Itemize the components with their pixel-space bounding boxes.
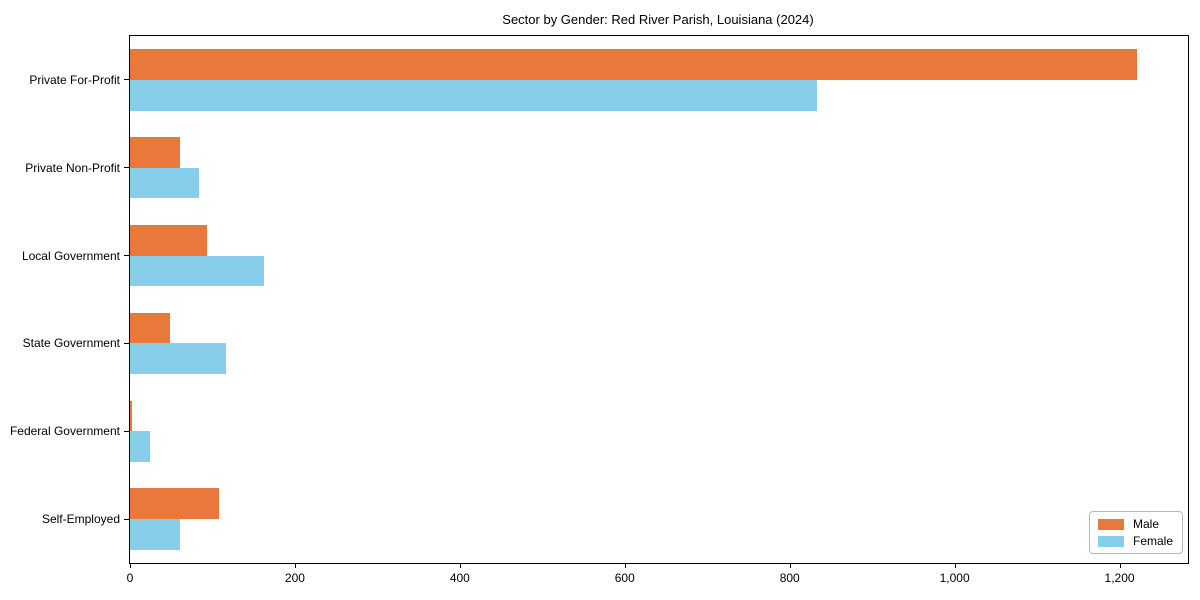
x-tick-label-800: 800 bbox=[779, 571, 800, 585]
legend-swatch-female bbox=[1097, 535, 1124, 547]
y-tick-label-local-government: Local Government bbox=[21, 248, 120, 263]
y-tick-mark bbox=[124, 255, 129, 257]
y-tick-label-state-government: State Government bbox=[22, 336, 120, 351]
x-tick-label-600: 600 bbox=[614, 571, 635, 585]
legend-entry-male: Male bbox=[1097, 517, 1173, 531]
plot-area: Male Female Private For-Profit Private No… bbox=[10, 35, 1189, 585]
y-tick-label-private-for-profit: Private For-Profit bbox=[29, 72, 120, 87]
y-tick-label-private-non-profit: Private Non-Profit bbox=[25, 160, 120, 175]
legend: Male Female bbox=[1088, 511, 1183, 554]
x-tick-mark bbox=[130, 563, 131, 568]
y-tick-label-self-employed: Self-Employed bbox=[41, 512, 120, 527]
x-tick-mark bbox=[624, 563, 626, 568]
bar-private-non-profit-male bbox=[130, 137, 181, 168]
y-tick-mark bbox=[124, 342, 129, 344]
bar-state-government-male bbox=[130, 312, 170, 344]
y-tick-mark bbox=[124, 430, 129, 432]
x-tick-label-1-000: 1,000 bbox=[939, 571, 970, 585]
x-tick-label-200: 200 bbox=[284, 571, 305, 585]
y-tick-label-federal-government: Federal Government bbox=[9, 424, 120, 439]
bar-federal-government-female bbox=[130, 431, 150, 462]
bar-state-government-female bbox=[130, 343, 227, 375]
bar-private-for-profit-male bbox=[130, 49, 1137, 80]
chart-title: Sector by Gender: Red River Parish, Loui… bbox=[502, 12, 814, 27]
y-tick-mark bbox=[124, 167, 129, 169]
x-tick-mark bbox=[459, 563, 461, 568]
x-tick-label-1-200: 1,200 bbox=[1104, 571, 1135, 585]
bar-private-non-profit-female bbox=[130, 167, 200, 199]
y-tick-mark bbox=[124, 79, 129, 81]
bar-local-government-female bbox=[130, 255, 264, 287]
y-tick-mark bbox=[124, 518, 129, 520]
bar-federal-government-male bbox=[130, 400, 133, 432]
x-tick-mark bbox=[1119, 563, 1121, 568]
x-tick-label-400: 400 bbox=[449, 571, 470, 585]
bar-self-employed-female bbox=[130, 519, 181, 550]
legend-swatch-male bbox=[1097, 518, 1124, 530]
legend-label-male: Male bbox=[1132, 517, 1159, 531]
bar-local-government-male bbox=[130, 224, 207, 256]
x-tick-mark bbox=[294, 563, 296, 568]
legend-entry-female: Female bbox=[1097, 534, 1173, 548]
x-tick-label-0: 0 bbox=[126, 571, 134, 585]
bar-private-for-profit-female bbox=[130, 79, 817, 111]
x-tick-mark bbox=[954, 563, 956, 568]
bar-self-employed-male bbox=[130, 488, 220, 520]
legend-label-female: Female bbox=[1132, 534, 1173, 548]
x-tick-mark bbox=[789, 563, 791, 568]
